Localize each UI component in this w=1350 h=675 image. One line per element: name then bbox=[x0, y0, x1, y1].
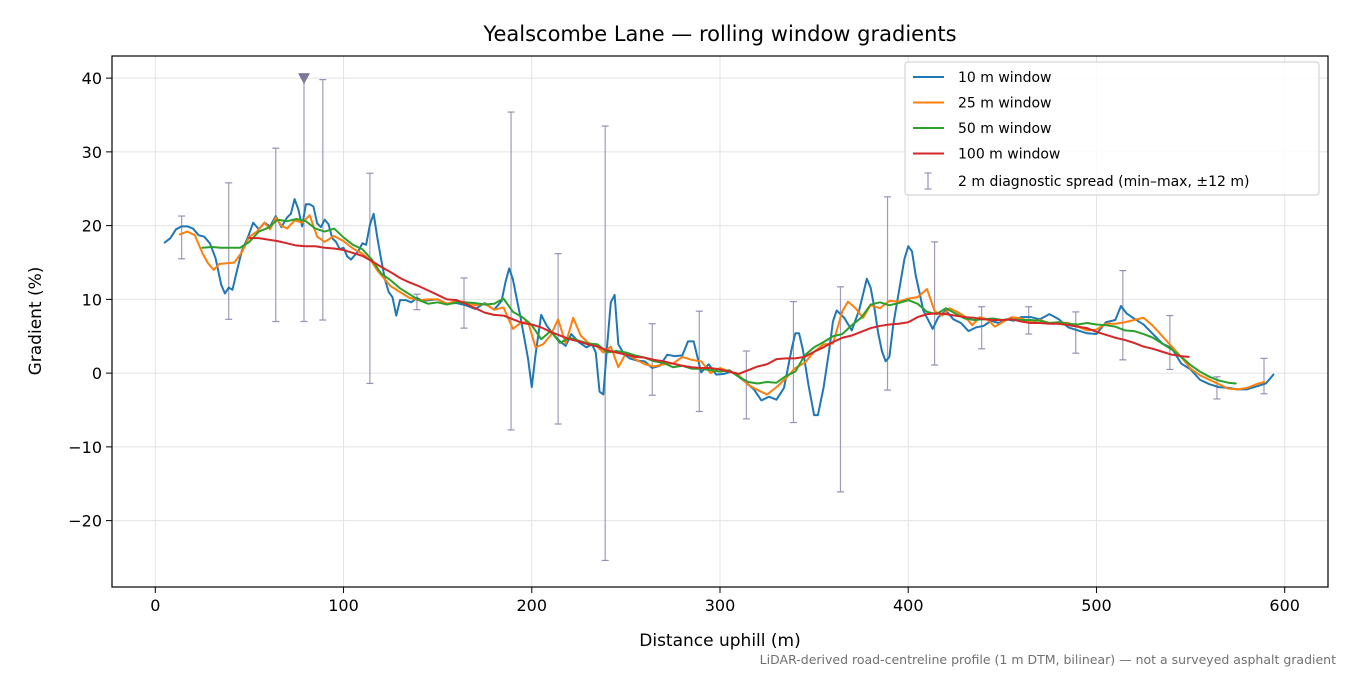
series-line-4 bbox=[248, 237, 1190, 375]
diagnostic-spread-bar bbox=[300, 77, 308, 323]
x-tick-label: 0 bbox=[150, 596, 160, 615]
diagnostic-spread-bar bbox=[1260, 357, 1268, 395]
plot-area bbox=[163, 73, 1275, 562]
diagnostic-spread-bar bbox=[272, 147, 280, 323]
legend: 10 m window 25 m window 50 m window 100 m w… bbox=[904, 61, 1320, 196]
diagnostic-spread-bar bbox=[789, 300, 797, 424]
diagnostic-spread-bar bbox=[931, 241, 939, 366]
legend-label-3: 50 m window bbox=[958, 121, 1051, 137]
diagnostic-spread-bar bbox=[366, 172, 374, 385]
series-line-2 bbox=[178, 214, 1265, 396]
data-group bbox=[163, 77, 1275, 562]
x-tick-label: 500 bbox=[1081, 596, 1112, 615]
chart-title: Yealscombe Lane — rolling window gradien… bbox=[482, 22, 956, 46]
y-tick-label: 40 bbox=[82, 69, 102, 88]
clipped-value-marker bbox=[298, 73, 310, 85]
y-tick-label: 30 bbox=[82, 143, 102, 162]
y-axis-label: Gradient (%) bbox=[26, 267, 46, 376]
axis-ticks: 0 100 200 300 400 500 600 −20 −10 0 10 20 30 40 bbox=[68, 69, 1300, 615]
diagnostic-spread-bar bbox=[978, 306, 986, 350]
x-tick-label: 300 bbox=[705, 596, 736, 615]
diagnostic-spread-bar bbox=[319, 78, 327, 321]
diagnostic-spread-bar bbox=[601, 125, 609, 562]
legend-label-spread: 2 m diagnostic spread (min–max, ±12 m) bbox=[958, 174, 1249, 190]
series-line-3 bbox=[201, 217, 1237, 385]
diagnostic-spread-bar bbox=[178, 215, 186, 260]
legend-frame bbox=[904, 61, 1320, 196]
diagnostic-spread-bar bbox=[1119, 270, 1127, 361]
diagnostic-spread-bar bbox=[742, 350, 750, 420]
diagnostic-spread-bar bbox=[413, 293, 421, 311]
y-tick-label: 20 bbox=[82, 217, 102, 236]
diagnostic-spread-bar bbox=[225, 182, 233, 320]
footnote: LiDAR-derived road-centreline profile (1… bbox=[760, 652, 1336, 667]
y-tick-label: 0 bbox=[92, 364, 102, 383]
legend-label-4: 100 m window bbox=[958, 147, 1060, 163]
x-tick-label: 200 bbox=[516, 596, 547, 615]
x-tick-label: 100 bbox=[328, 596, 359, 615]
series-line-1 bbox=[163, 198, 1275, 417]
diagnostic-spread-bar bbox=[1166, 315, 1174, 371]
legend-label-2: 25 m window bbox=[958, 96, 1051, 112]
legend-label-1: 10 m window bbox=[958, 70, 1051, 86]
x-tick-label: 600 bbox=[1269, 596, 1300, 615]
diagnostic-spread-bar bbox=[1072, 311, 1080, 354]
y-tick-label: 10 bbox=[82, 290, 102, 309]
x-axis-label: Distance uphill (m) bbox=[639, 631, 800, 651]
y-tick-label: −10 bbox=[68, 438, 102, 457]
x-tick-label: 400 bbox=[893, 596, 924, 615]
y-tick-label: −20 bbox=[68, 512, 102, 531]
